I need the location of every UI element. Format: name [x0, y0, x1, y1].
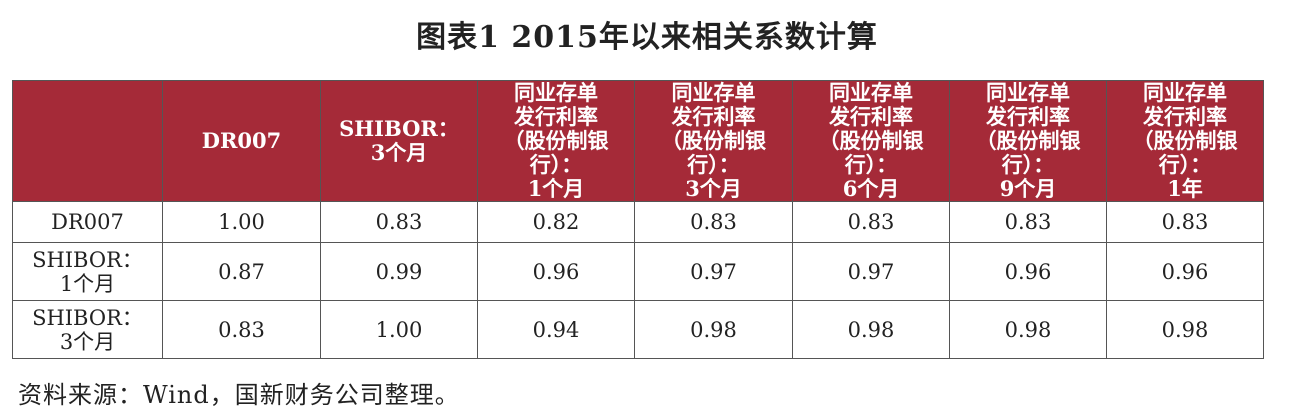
cell: 0.96 [1106, 242, 1264, 301]
header-line: 发行利率 [514, 104, 598, 129]
cell: 0.98 [949, 300, 1107, 359]
header-line: （股份制银行）： [503, 128, 609, 177]
header-line: 发行利率 [986, 104, 1070, 129]
cell: 0.83 [162, 300, 321, 359]
row-label-line: DR007 [51, 210, 124, 234]
header-cell: SHIBOR： 3个月 [320, 80, 478, 202]
table-body: DR007 1.00 0.83 0.82 0.83 0.83 0.83 0.83 SHIBOR：… [12, 201, 1264, 359]
header-line: 1个月 [527, 176, 585, 201]
cell: 0.83 [1106, 201, 1264, 243]
header-line: 发行利率 [671, 104, 756, 129]
header-line: DR007 [201, 128, 282, 153]
header-line: 6个月 [842, 176, 900, 201]
header-cell: 同业存单 发行利率 （股份制银行）： 3个月 [634, 80, 793, 202]
header-line: 同业存单 [829, 80, 913, 105]
row-label-line: SHIBOR： [32, 247, 143, 272]
cell: 0.94 [477, 300, 635, 359]
header-line: 同业存单 [986, 80, 1070, 105]
row: SHIBOR： 3个月 0.83 1.00 0.94 0.98 0.98 0.98 0.98 [12, 300, 1264, 359]
cell: 0.99 [320, 242, 478, 301]
header-cell: 同业存单 发行利率 （股份制银行）： 1年 [1106, 80, 1264, 202]
row-label-line: 1个月 [59, 271, 116, 296]
row-label: SHIBOR： 3个月 [12, 300, 163, 359]
row: DR007 1.00 0.83 0.82 0.83 0.83 0.83 0.83 [12, 201, 1264, 243]
header-cell: DR007 [162, 80, 321, 202]
cell: 1.00 [320, 300, 478, 359]
cell: 0.83 [949, 201, 1107, 243]
header-line: （股份制银行）： [661, 128, 766, 177]
cell: 0.87 [162, 242, 321, 301]
header-line: （股份制银行）： [1132, 128, 1238, 177]
header-line: 同业存单 [1143, 80, 1227, 105]
header-line: 同业存单 [671, 80, 756, 105]
cell: 0.98 [634, 300, 793, 359]
row-label: DR007 [12, 201, 163, 243]
header-row: DR007 SHIBOR： 3个月 同业存单 发行利率 （股份制银行）： 1个月 同业存单 发行… [12, 80, 1264, 202]
header-line: SHIBOR： [339, 116, 459, 141]
title: 图表1 2015年以来相关系数计算 [416, 20, 878, 55]
header-line: 同业存单 [514, 80, 598, 105]
header-cell: 同业存单 发行利率 （股份制银行）： 6个月 [792, 80, 950, 202]
header-line: （股份制银行）： [975, 128, 1081, 177]
cell: 0.97 [634, 242, 793, 301]
cell: 0.83 [792, 201, 950, 243]
row-label-line: 3个月 [59, 329, 116, 354]
cell: 1.00 [162, 201, 321, 243]
header-cell: 同业存单 发行利率 （股份制银行）： 9个月 [949, 80, 1107, 202]
header-line: （股份制银行）： [818, 128, 924, 177]
header-line: 1年 [1167, 176, 1203, 201]
header-line: 3个月 [685, 176, 742, 201]
table: DR007 SHIBOR： 3个月 同业存单 发行利率 （股份制银行）： 1个月 同业存单 发行… [12, 80, 1264, 359]
header-line: 9个月 [999, 176, 1057, 201]
cell: 0.83 [634, 201, 793, 243]
cell: 0.98 [792, 300, 950, 359]
header-cell: 同业存单 发行利率 （股份制银行）： 1个月 [477, 80, 635, 202]
header-line: 发行利率 [1143, 104, 1227, 129]
cell: 0.83 [320, 201, 478, 243]
cell: 0.96 [477, 242, 635, 301]
row-label: SHIBOR： 1个月 [12, 242, 163, 301]
row-label-line: SHIBOR： [32, 305, 143, 330]
cell: 0.97 [792, 242, 950, 301]
corner-cell [12, 80, 163, 202]
source-note: 资料来源：Wind，国新财务公司整理。 [18, 381, 460, 409]
cell: 0.98 [1106, 300, 1264, 359]
cell: 0.96 [949, 242, 1107, 301]
cell: 0.82 [477, 201, 635, 243]
header-line: 发行利率 [829, 104, 913, 129]
header-line: 3个月 [370, 140, 428, 165]
row: SHIBOR： 1个月 0.87 0.99 0.96 0.97 0.97 0.96 0.96 [12, 242, 1264, 301]
